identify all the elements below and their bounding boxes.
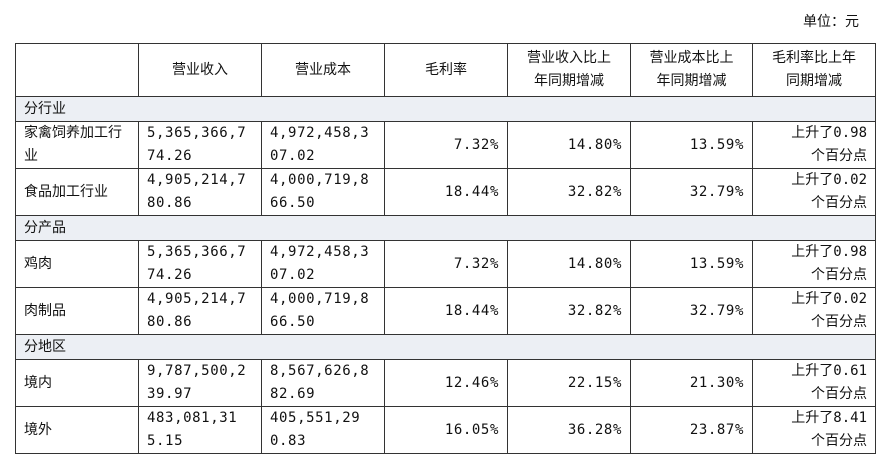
row-label-text: 家禽饲养加工行业 bbox=[24, 125, 122, 164]
value-cell: 13.59% bbox=[630, 121, 753, 169]
section-row: 分产品 bbox=[15, 215, 876, 241]
row-label-text: 境外 bbox=[24, 421, 52, 438]
value-cell: 22.15% bbox=[507, 359, 631, 407]
value-cell: 4,905,214,780.86 bbox=[138, 168, 262, 216]
header-row: 营业收入 营业成本 毛利率 营业收入比上年同期增减 营业成本比上年同期增减 毛利率比上年同… bbox=[15, 43, 876, 97]
header-text: 毛利率 bbox=[425, 61, 467, 78]
row-label-text: 食品加工行业 bbox=[24, 183, 108, 200]
change-text: 上升了0.98个百分点 bbox=[791, 244, 867, 283]
section-title: 分行业 bbox=[15, 96, 876, 122]
value-cell: 9,787,500,239.97 bbox=[138, 359, 262, 407]
value-cell: 5,365,366,774.26 bbox=[138, 240, 262, 288]
value-cell: 4,972,458,307.02 bbox=[261, 240, 385, 288]
row-label-text: 境内 bbox=[24, 374, 52, 391]
value-cell: 13.59% bbox=[630, 240, 753, 288]
data-row: 食品加工行业 4,905,214,780.86 4,000,719,866.50 18… bbox=[15, 168, 876, 216]
header-cell: 毛利率比上年同期增减 bbox=[752, 43, 876, 97]
data-row: 家禽饲养加工行业 5,365,366,774.26 4,972,458,307.02… bbox=[15, 121, 876, 169]
header-cell: 营业收入 bbox=[138, 43, 262, 97]
value-cell: 32.79% bbox=[630, 287, 753, 335]
value-cell: 483,081,315.15 bbox=[138, 406, 262, 454]
value-cell: 32.79% bbox=[630, 168, 753, 216]
row-label: 境外 bbox=[15, 406, 139, 454]
data-row: 肉制品 4,905,214,780.86 4,000,719,866.50 18.44… bbox=[15, 287, 876, 335]
value-cell: 405,551,290.83 bbox=[261, 406, 385, 454]
data-row: 境外 483,081,315.15 405,551,290.83 16.05% 36.2… bbox=[15, 406, 876, 454]
unit-label: 单位：元 bbox=[803, 14, 859, 30]
value-cell: 7.32% bbox=[384, 240, 508, 288]
value-cell: 4,000,719,866.50 bbox=[261, 287, 385, 335]
value-cell: 23.87% bbox=[630, 406, 753, 454]
header-text: 营业成本比上年同期增减 bbox=[649, 50, 734, 89]
row-label: 肉制品 bbox=[15, 287, 139, 335]
header-cell bbox=[15, 43, 139, 97]
row-label: 家禽饲养加工行业 bbox=[15, 121, 139, 169]
value-cell: 14.80% bbox=[507, 121, 631, 169]
change-cell: 上升了0.61个百分点 bbox=[752, 359, 876, 407]
header-text: 营业收入比上年同期增减 bbox=[527, 50, 611, 89]
change-cell: 上升了0.98个百分点 bbox=[752, 121, 876, 169]
value-cell: 32.82% bbox=[507, 287, 631, 335]
value-cell: 12.46% bbox=[384, 359, 508, 407]
header-text: 营业收入 bbox=[172, 61, 228, 78]
section-title: 分地区 bbox=[15, 334, 876, 360]
value-cell: 18.44% bbox=[384, 168, 508, 216]
row-label: 境内 bbox=[15, 359, 139, 407]
change-cell: 上升了0.02个百分点 bbox=[752, 168, 876, 216]
header-cell: 毛利率 bbox=[384, 43, 508, 97]
header-cell: 营业收入比上年同期增减 bbox=[507, 43, 631, 97]
header-cell: 营业成本比上年同期增减 bbox=[630, 43, 753, 97]
change-text: 上升了0.98个百分点 bbox=[791, 125, 867, 164]
section-title: 分产品 bbox=[15, 215, 876, 241]
value-cell: 36.28% bbox=[507, 406, 631, 454]
value-cell: 14.80% bbox=[507, 240, 631, 288]
change-cell: 上升了8.41个百分点 bbox=[752, 406, 876, 454]
section-row: 分行业 bbox=[15, 96, 876, 122]
header-cell: 营业成本 bbox=[261, 43, 385, 97]
change-text: 上升了0.61个百分点 bbox=[791, 363, 867, 402]
header-text: 毛利率比上年同期增减 bbox=[772, 50, 856, 89]
data-row: 鸡肉 5,365,366,774.26 4,972,458,307.02 7.32% 1… bbox=[15, 240, 876, 288]
change-cell: 上升了0.98个百分点 bbox=[752, 240, 876, 288]
value-cell: 18.44% bbox=[384, 287, 508, 335]
value-cell: 5,365,366,774.26 bbox=[138, 121, 262, 169]
data-row: 境内 9,787,500,239.97 8,567,626,882.69 12.46%… bbox=[15, 359, 876, 407]
row-label-text: 肉制品 bbox=[24, 302, 66, 319]
table: 营业收入 营业成本 毛利率 营业收入比上年同期增减 营业成本比上年同期增减 毛利率比上年同… bbox=[15, 43, 876, 454]
row-label-text: 鸡肉 bbox=[24, 255, 52, 272]
value-cell: 21.30% bbox=[630, 359, 753, 407]
change-cell: 上升了0.02个百分点 bbox=[752, 287, 876, 335]
value-cell: 8,567,626,882.69 bbox=[261, 359, 385, 407]
change-text: 上升了8.41个百分点 bbox=[791, 410, 867, 449]
value-cell: 4,000,719,866.50 bbox=[261, 168, 385, 216]
section-row: 分地区 bbox=[15, 334, 876, 360]
row-label: 食品加工行业 bbox=[15, 168, 139, 216]
value-cell: 16.05% bbox=[384, 406, 508, 454]
change-text: 上升了0.02个百分点 bbox=[791, 172, 867, 211]
value-cell: 4,972,458,307.02 bbox=[261, 121, 385, 169]
value-cell: 7.32% bbox=[384, 121, 508, 169]
value-cell: 32.82% bbox=[507, 168, 631, 216]
header-text: 营业成本 bbox=[295, 61, 351, 78]
table-body: 营业收入 营业成本 毛利率 营业收入比上年同期增减 营业成本比上年同期增减 毛利率比上年同… bbox=[15, 43, 876, 454]
row-label: 鸡肉 bbox=[15, 240, 139, 288]
value-cell: 4,905,214,780.86 bbox=[138, 287, 262, 335]
change-text: 上升了0.02个百分点 bbox=[791, 291, 867, 330]
